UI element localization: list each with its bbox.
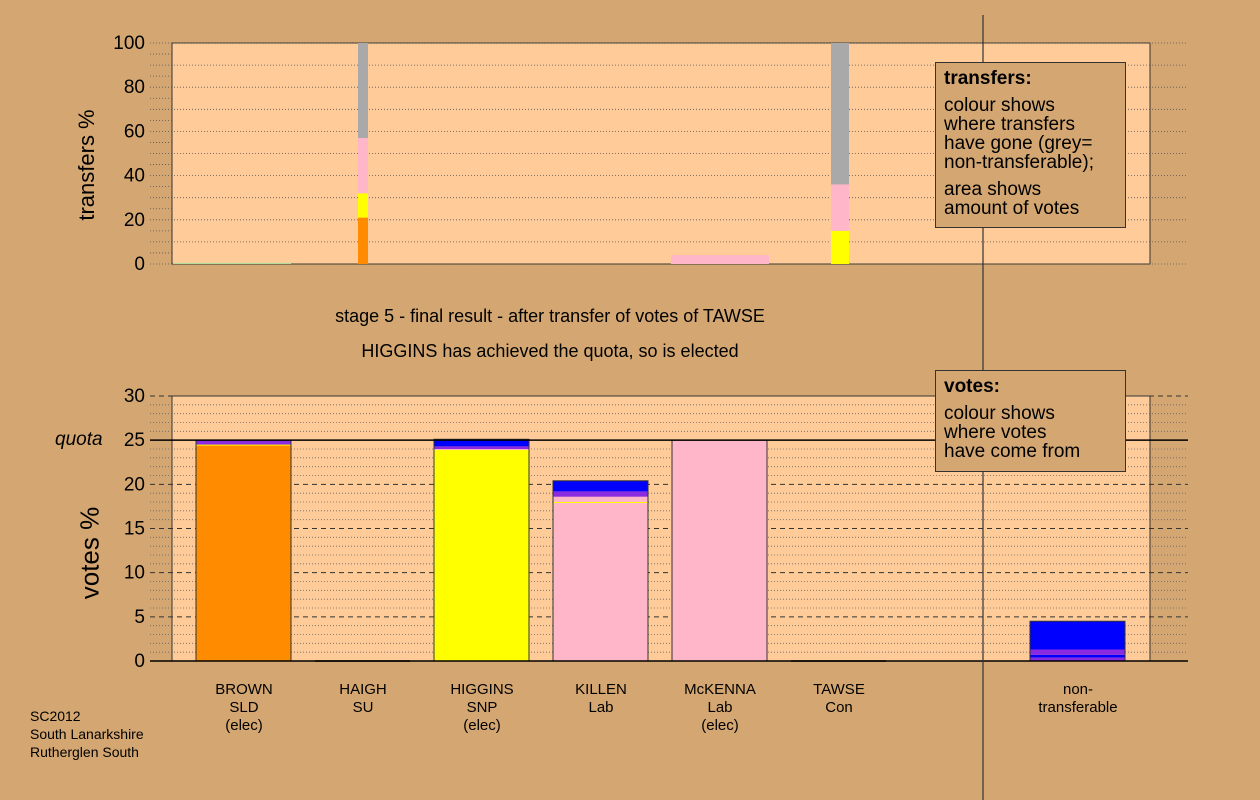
bar-segment <box>196 445 291 661</box>
candidate-name: HIGGINS <box>450 681 514 698</box>
bar-segment <box>434 449 529 450</box>
footer-text: SC2012 South Lanarkshire Rutherglen Sout… <box>30 708 144 760</box>
top-y-tick-label: 0 <box>134 254 145 275</box>
candidate-name: McKENNA <box>684 681 756 698</box>
transfers-legend: transfers: colour shows where transfers … <box>935 62 1126 228</box>
bar-segment <box>672 440 767 661</box>
bar-segment <box>196 440 291 445</box>
bottom-y-tick-label: 20 <box>124 474 145 495</box>
top-bar-segment <box>358 43 368 139</box>
bottom-y-axis-title: votes % <box>74 506 105 600</box>
bar-segment <box>553 480 648 492</box>
bar-segment <box>434 439 529 447</box>
top-y-tick-label: 60 <box>124 121 145 142</box>
candidate-name: TAWSE <box>813 681 865 698</box>
candidate-label-haigh: HAIGH SU <box>308 681 418 717</box>
bottom-y-tick-label: 30 <box>124 386 145 407</box>
transfers-legend-text-2: area shows amount of votes <box>944 179 1080 219</box>
candidate-name: KILLEN <box>575 681 627 698</box>
nontransferable-label: non- transferable <box>1038 681 1118 716</box>
candidate-label-mckenna: McKENNA Lab (elec) <box>665 681 775 735</box>
top-bar-segment <box>831 43 849 185</box>
candidate-note: (elec) <box>463 717 501 734</box>
top-bar-segment <box>358 138 368 194</box>
candidate-party: SU <box>352 699 374 716</box>
candidate-name: BROWN <box>215 681 273 698</box>
transfers-legend-text: colour shows where transfers have gone (… <box>944 95 1094 173</box>
transfers-legend-title: transfers: <box>944 68 1032 89</box>
candidate-label-tawse: TAWSE Con <box>784 681 894 717</box>
candidate-note: (elec) <box>225 717 263 734</box>
bar-segment <box>434 449 529 661</box>
bottom-y-tick-label: 10 <box>124 563 145 584</box>
bar-segment <box>553 496 648 502</box>
votes-legend-title: votes: <box>944 376 1000 397</box>
bar-segment <box>196 444 291 446</box>
votes-legend: votes: colour shows where votes have com… <box>935 370 1126 472</box>
bar-segment <box>553 491 648 497</box>
top-y-tick-label: 80 <box>124 77 145 98</box>
candidate-name: HAIGH <box>339 681 387 698</box>
votes-legend-text: colour shows where votes have come from <box>944 403 1081 462</box>
candidate-party: Lab <box>588 699 614 716</box>
top-y-axis-title: transfers % <box>74 109 99 221</box>
stage-caption: stage 5 - final result - after transfer … <box>335 306 765 326</box>
result-caption: HIGGINS has achieved the quota, so is el… <box>361 341 739 361</box>
top-bar-segment <box>358 217 368 264</box>
candidate-party: SLD <box>229 699 259 716</box>
candidate-party: Lab <box>707 699 733 716</box>
top-y-tick-label: 20 <box>124 210 145 231</box>
top-bar-segment <box>831 230 849 264</box>
candidate-party: SNP <box>466 699 498 716</box>
top-y-tick-label: 100 <box>113 33 145 54</box>
bottom-y-tick-label: 25 <box>124 430 145 451</box>
candidate-party: Con <box>825 699 853 716</box>
bar-segment <box>553 502 648 503</box>
bar-segment <box>553 502 648 661</box>
candidate-label-brown: BROWN SLD (elec) <box>189 681 299 735</box>
bottom-y-tick-label: 5 <box>134 607 145 628</box>
top-bar-segment <box>671 255 769 264</box>
candidate-note: (elec) <box>701 717 739 734</box>
nontransferable-segment <box>1030 657 1125 661</box>
bar-segment <box>434 446 529 449</box>
nontransferable-segment <box>1030 649 1125 655</box>
bottom-y-tick-label: 0 <box>134 651 145 672</box>
candidate-label-higgins: HIGGINS SNP (elec) <box>427 681 537 735</box>
top-bar-segment <box>831 184 849 231</box>
top-bar-segment <box>358 193 368 218</box>
nontransferable-segment <box>1030 621 1125 650</box>
top-bar-segment <box>173 262 291 264</box>
nontransferable-segment <box>1030 654 1125 658</box>
candidate-label-killen: KILLEN Lab <box>546 681 656 717</box>
quota-label: quota <box>55 429 103 450</box>
bottom-y-tick-label: 15 <box>124 519 145 540</box>
top-y-tick-label: 40 <box>124 166 145 187</box>
